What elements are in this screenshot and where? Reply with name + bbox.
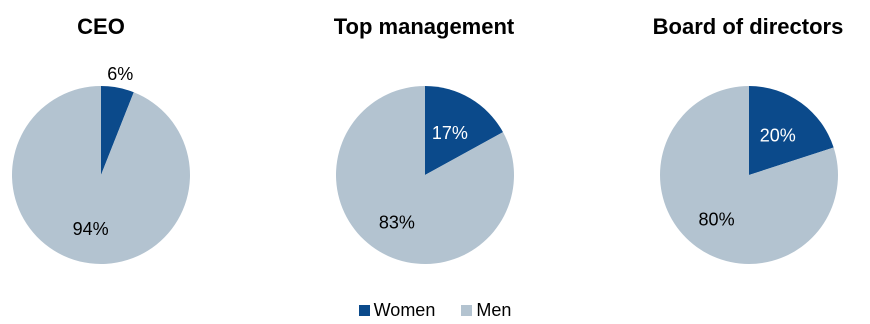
legend: Women Men — [0, 300, 870, 321]
legend-item-men: Men — [461, 300, 511, 321]
pie-slice-top-management-men — [336, 86, 514, 264]
legend-swatch-men — [461, 305, 473, 316]
data-label-top-management-women: 17% — [432, 123, 468, 143]
legend-item-women: Women — [358, 300, 436, 321]
data-label-top-management-men: 83% — [379, 212, 415, 232]
data-label-board-of-directors-women: 20% — [760, 125, 796, 145]
data-label-ceo-men: 94% — [73, 219, 109, 239]
legend-label-women: Women — [373, 300, 436, 320]
pie-slice-ceo-women — [101, 86, 134, 175]
pie-slice-board-of-directors-men — [659, 86, 838, 264]
chart-title-top-management: Top management — [333, 14, 515, 39]
pie-slice-ceo-men — [11, 86, 191, 264]
pie-charts: 6% 94% 17% 83% 20% 80% — [11, 64, 838, 264]
legend-label-men: Men — [476, 300, 512, 320]
legend-swatch-women — [358, 305, 370, 316]
chart-title-board-of-directors: Board of directors — [652, 14, 844, 39]
chart-title-ceo: CEO — [77, 14, 125, 39]
data-label-ceo-women: 6% — [107, 64, 133, 84]
data-label-board-of-directors-men: 80% — [699, 210, 735, 230]
pie-slice-board-of-directors-women — [749, 86, 834, 175]
pie-slice-top-management-women — [425, 86, 503, 175]
